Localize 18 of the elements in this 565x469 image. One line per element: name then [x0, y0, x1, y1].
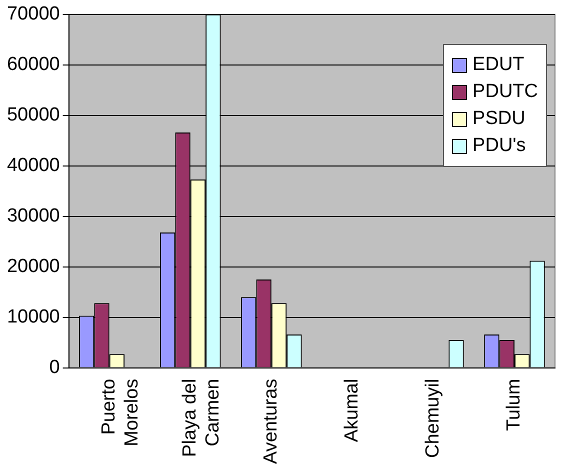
legend-label: PDU's	[472, 135, 526, 158]
legend-label: PDUTC	[472, 81, 538, 104]
y-tick-label: 0	[49, 357, 60, 378]
legend-label: PSDU	[472, 108, 526, 130]
y-tick-label: 70000	[6, 4, 60, 25]
y-tick-label: 20000	[6, 256, 60, 278]
y-tick-label: 50000	[6, 104, 60, 126]
x-tick-label: Chemuyil	[422, 378, 444, 458]
x-tick-label: Playa del Carmen	[180, 378, 224, 457]
x-tick-label: Tulum	[504, 378, 525, 431]
y-tick-label: 40000	[6, 155, 60, 176]
legend-label: EDUT	[472, 54, 524, 76]
y-tick-label: 60000	[6, 54, 60, 76]
y-tick-label: 10000	[6, 306, 60, 328]
x-tick-label: Aventuras	[260, 378, 282, 464]
y-tick-label: 30000	[6, 206, 60, 227]
x-tick-label: Akumal	[342, 378, 363, 442]
x-tick-label: Puerto Morelos	[98, 378, 142, 446]
